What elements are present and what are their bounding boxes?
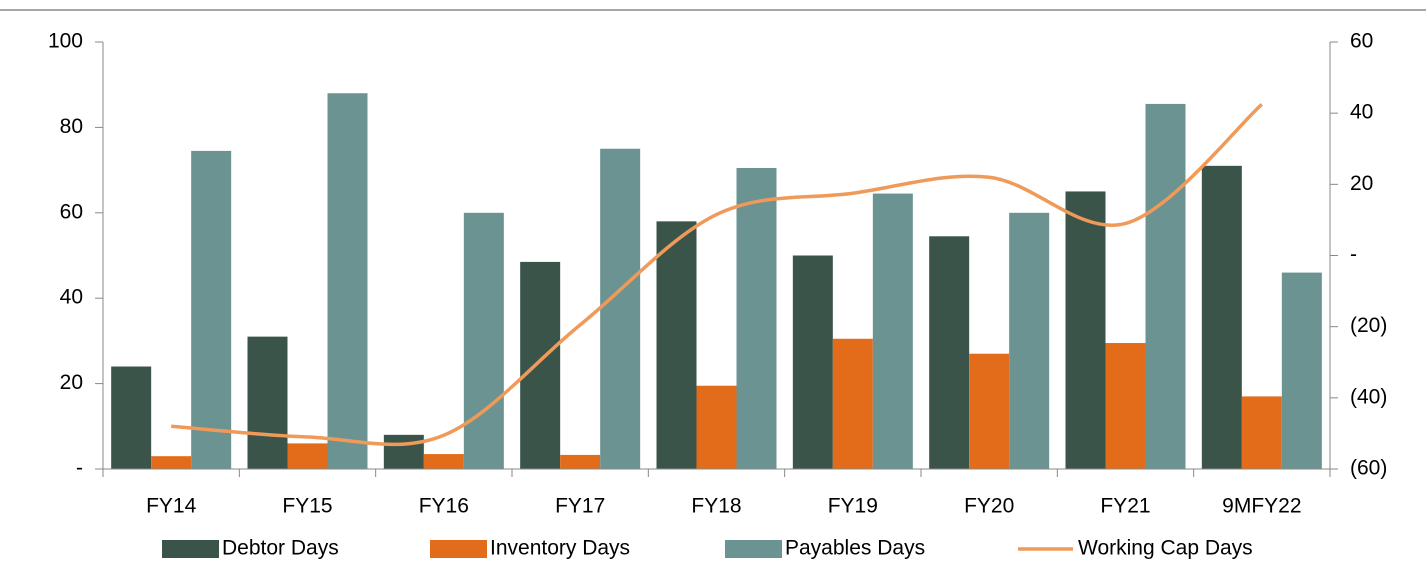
bar [600, 148, 641, 469]
legend-swatch [162, 540, 219, 558]
bar [327, 93, 368, 470]
y2-tick-label: 40 [1350, 101, 1373, 124]
bar [1241, 396, 1282, 469]
bar [151, 456, 192, 469]
bar [656, 221, 697, 469]
y-tick-label: 80 [60, 115, 83, 138]
x-tick-label: FY17 [555, 495, 605, 518]
y2-tick-label: 60 [1350, 30, 1373, 53]
bar [111, 366, 152, 469]
x-tick-label: FY20 [964, 495, 1014, 518]
x-tick-label: FY21 [1100, 495, 1150, 518]
x-tick-label: FY16 [419, 495, 469, 518]
legend-label: Working Cap Days [1078, 537, 1253, 560]
y-tick-label: - [76, 457, 83, 480]
y2-tick-label: (20) [1350, 314, 1387, 337]
bar [1201, 165, 1242, 469]
bar [696, 385, 737, 469]
bar [1009, 212, 1050, 470]
bar [287, 443, 328, 469]
bar [423, 454, 464, 469]
bar [383, 434, 424, 469]
y2-tick-label: - [1350, 243, 1357, 266]
line [171, 102, 1263, 447]
legend-swatch [725, 540, 782, 558]
legend-label: Debtor Days [222, 537, 339, 560]
x-tick-label: FY15 [282, 495, 332, 518]
y2-tick-label: 20 [1350, 172, 1373, 195]
bar [247, 336, 288, 469]
bar [969, 353, 1010, 469]
legend-label: Inventory Days [490, 537, 630, 560]
x-tick-label: 9MFY22 [1222, 495, 1301, 518]
bar [929, 236, 970, 469]
bar [1281, 272, 1322, 469]
y-tick-label: 60 [60, 200, 83, 223]
y2-tick-label: (40) [1350, 385, 1387, 408]
x-tick-label: FY18 [691, 495, 741, 518]
bar [872, 193, 913, 469]
bar [832, 338, 873, 469]
bar [1105, 343, 1146, 469]
y2-tick-label: (60) [1350, 457, 1387, 480]
y-tick-label: 20 [60, 371, 83, 394]
legend-swatch [430, 540, 487, 558]
bar [1145, 103, 1186, 469]
x-tick-label: FY19 [828, 495, 878, 518]
bar [1065, 191, 1106, 469]
bar [560, 454, 601, 469]
x-tick-label: FY14 [146, 495, 197, 518]
legend-label: Payables Days [785, 537, 925, 560]
y-tick-label: 40 [60, 286, 83, 309]
bar [792, 255, 833, 469]
y-tick-label: 100 [48, 30, 83, 53]
bar [463, 212, 504, 470]
bar [736, 167, 777, 469]
bar [520, 261, 561, 469]
bar [191, 150, 232, 469]
